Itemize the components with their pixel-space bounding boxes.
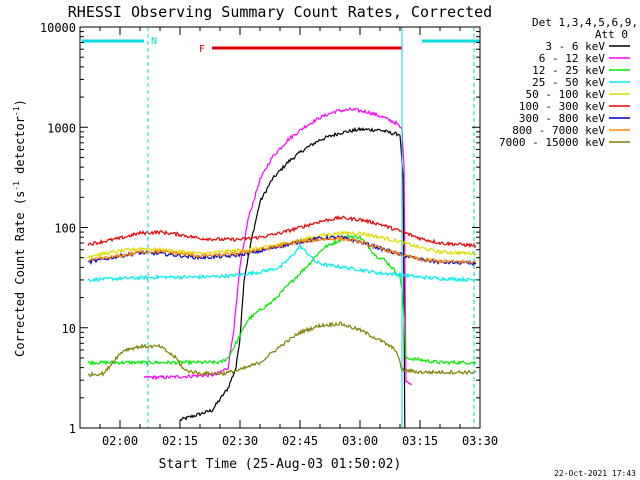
- y-tick-label-0: 1: [69, 422, 76, 436]
- x-tick-label-3: 02:45: [282, 434, 318, 448]
- y-axis-label: Corrected Count Rate (s-1 detector-1): [12, 99, 27, 357]
- legend-det: Det 1,3,4,5,6,9,: [532, 16, 638, 29]
- night-label: N: [151, 36, 157, 47]
- series-line-7: [88, 234, 477, 265]
- legend-label-7: 800 - 7000 keV: [512, 124, 605, 137]
- y-tick-label-3: 1000: [47, 121, 76, 135]
- legend-label-3: 25 - 50 keV: [532, 76, 605, 89]
- x-tick-label-0: 02:00: [102, 434, 138, 448]
- series-line-3: [87, 243, 477, 283]
- series-line-5: [87, 214, 477, 249]
- series-line-0: [179, 126, 406, 429]
- series-line-1: [143, 107, 413, 386]
- footer-date: 22-Oct-2021 17:43: [554, 469, 636, 478]
- y-tick-label-2: 100: [54, 222, 76, 236]
- series-line-4: [87, 229, 477, 259]
- legend-label-2: 12 - 25 keV: [532, 64, 605, 77]
- legend-label-8: 7000 - 15000 keV: [499, 136, 605, 149]
- legend-label-1: 6 - 12 keV: [539, 52, 606, 65]
- series-line-2: [87, 233, 477, 367]
- y-tick-label-1: 10: [62, 322, 76, 336]
- axes-layer: 1 10 100 1000 10000 02:00 02:15 02:30 02:45 03:00…: [40, 21, 498, 448]
- x-tick-label-2: 02:30: [222, 434, 258, 448]
- legend-att: Att 0: [595, 28, 628, 41]
- x-tick-label-5: 03:15: [402, 434, 438, 448]
- series-line-8: [87, 321, 477, 378]
- legend-header: Det 1,3,4,5,6,9, Att 0: [532, 16, 638, 41]
- legend-label-6: 300 - 800 keV: [519, 112, 605, 125]
- x-tick-label-1: 02:15: [162, 434, 198, 448]
- x-axis-label: Start Time (25-Aug-03 01:50:02): [159, 457, 402, 472]
- legend-label-0: 3 - 6 keV: [545, 40, 605, 53]
- flare-label: F: [199, 44, 205, 55]
- x-tick-label-6: 03:30: [462, 434, 498, 448]
- series-layer: [87, 107, 477, 429]
- chart-title: RHESSI Observing Summary Count Rates, Co…: [68, 3, 492, 21]
- y-tick-label-4: 10000: [40, 21, 76, 35]
- legend-label-4: 50 - 100 keV: [526, 88, 606, 101]
- x-tick-label-4: 03:00: [342, 434, 378, 448]
- legend-label-5: 100 - 300 keV: [519, 100, 605, 113]
